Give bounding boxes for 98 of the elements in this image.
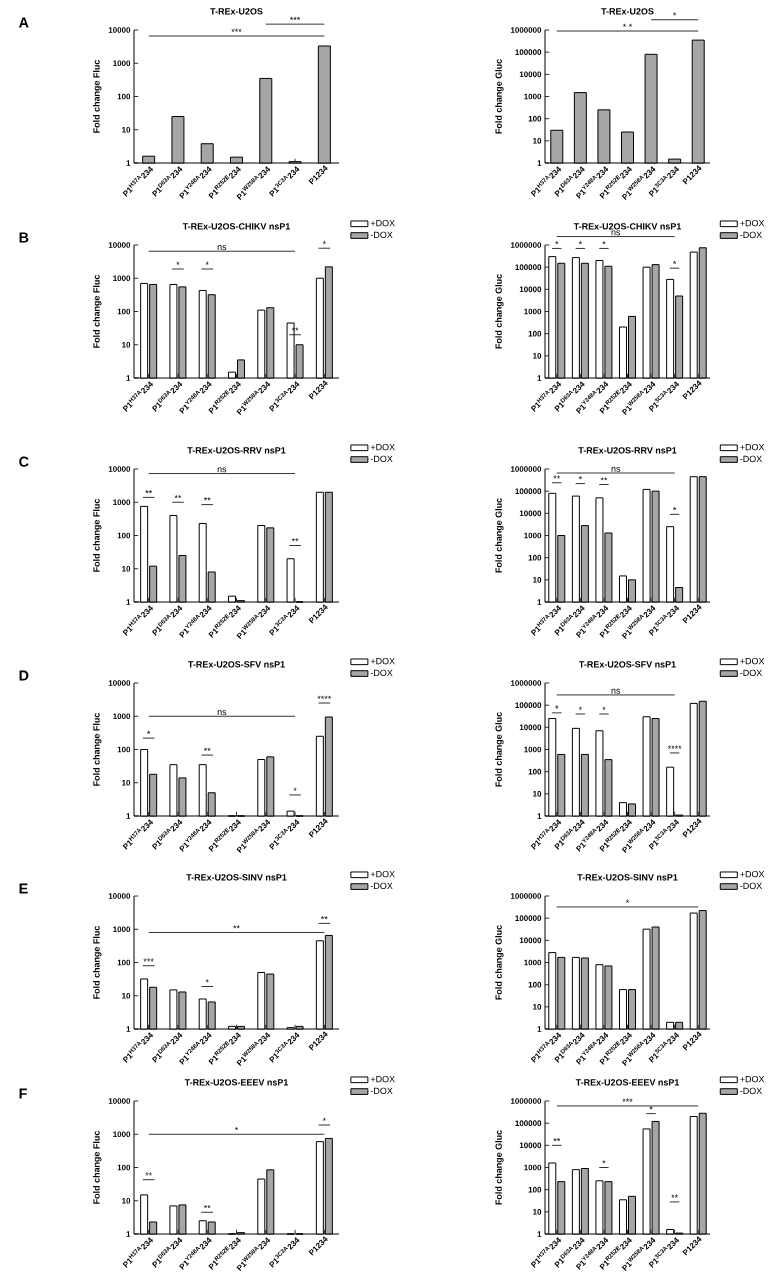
legend-label: +DOX <box>370 219 395 227</box>
annotation: *** <box>622 1098 633 1102</box>
annotation: ** <box>600 477 608 481</box>
chart-title: T-REx-U2OS-CHIKV nsP1 <box>182 223 291 230</box>
annotation: * <box>649 1106 653 1110</box>
chart-title: T-REx-U2OS-SINV nsP1 <box>577 874 678 881</box>
annotation: * <box>234 1126 239 1131</box>
y-axis-title: Fold change Fluc <box>93 925 102 999</box>
annotation: ns <box>217 245 227 251</box>
chart-title: T-REx-U2OS <box>210 8 263 15</box>
legend-label: -DOX <box>370 1087 393 1095</box>
annotation: * <box>293 787 297 791</box>
annotation: ** <box>291 538 299 542</box>
legend-label: +DOX <box>370 657 395 665</box>
y-axis-title: Fold change Fluc <box>93 1130 102 1204</box>
legend-label: -DOX <box>370 669 393 677</box>
legend-label: -DOX <box>370 882 393 890</box>
annotation: ** <box>174 494 182 499</box>
text: * <box>602 241 606 245</box>
legend-label: +DOX <box>370 1075 395 1083</box>
legend-label: +DOX <box>740 657 765 665</box>
legend-label: -DOX <box>740 882 763 890</box>
y-axis-title: Fold change Gluc <box>495 1130 504 1205</box>
annotation: ns <box>611 688 621 694</box>
legend-label: +DOX <box>740 870 765 878</box>
text: E <box>19 883 28 894</box>
annotation: * <box>205 979 209 983</box>
text: C <box>19 456 29 467</box>
annotation: **** <box>317 695 332 699</box>
annotation: **** <box>667 745 682 749</box>
annotation: ** <box>553 475 561 479</box>
annotation: ** <box>233 925 240 929</box>
y-axis-title: Fold change Fluc <box>93 498 102 572</box>
annotation: * <box>205 261 209 265</box>
legend-label: +DOX <box>740 443 765 451</box>
legend-label: +DOX <box>740 219 765 227</box>
y-axis-title: Fold change Gluc <box>495 925 504 1000</box>
text: * <box>578 241 582 245</box>
y-axis-title: Fold change Gluc <box>495 59 504 134</box>
legend-label: -DOX <box>740 455 763 463</box>
annotation: * <box>176 261 180 265</box>
text: * <box>555 241 559 245</box>
y-axis-title: Fold change Gluc <box>495 274 504 349</box>
legend-label: -DOX <box>370 231 393 239</box>
legend-label: -DOX <box>740 231 763 239</box>
y-axis-title: Fold change Gluc <box>495 498 504 573</box>
annotation: ** <box>203 1204 211 1209</box>
chart-title: T-REx-U2OS-CHIKV nsP1 <box>573 223 682 230</box>
text: ns <box>611 230 621 236</box>
legend-label: -DOX <box>740 1087 763 1095</box>
y-axis-title: Fold change Fluc <box>93 712 102 786</box>
annotation: * <box>322 1117 326 1121</box>
text: * <box>322 240 326 245</box>
text: * * <box>622 23 633 27</box>
annotation: ** <box>145 1172 152 1176</box>
legend-label: -DOX <box>740 669 763 677</box>
annotation: * <box>555 705 559 709</box>
chart-title: T-REx-U2OS-SINV nsP1 <box>186 874 287 881</box>
annotation: * <box>578 476 582 480</box>
chart-title: T-REx-U2OS-SFV nsP1 <box>579 661 676 668</box>
annotation: * <box>673 260 677 264</box>
annotation: ** <box>553 1137 561 1142</box>
y-axis-title: Fold change Fluc <box>93 274 102 348</box>
annotation: ** <box>203 747 211 751</box>
chart-title: T-REx-U2OS-SFV nsP1 <box>188 661 285 668</box>
text: *** <box>289 16 301 20</box>
legend-label: -DOX <box>370 455 393 463</box>
annotation: ** <box>321 916 328 920</box>
text: F <box>19 1088 27 1099</box>
annotation: ns <box>217 467 227 473</box>
chart-title: T-REx-U2OS-RRV nsP1 <box>187 447 286 454</box>
chart-title: T-REx-U2OS <box>601 8 654 15</box>
legend-label: +DOX <box>370 870 395 878</box>
text: B <box>19 232 29 243</box>
text: A <box>18 17 29 28</box>
annotation: ns <box>217 710 227 716</box>
text: D <box>19 670 29 681</box>
text: * <box>673 12 677 16</box>
annotation: ns <box>611 466 621 472</box>
annotation: * <box>602 1160 606 1164</box>
annotation: ** <box>291 327 299 331</box>
chart-title: T-REx-U2OS-EEEV nsP1 <box>184 1079 289 1086</box>
annotation: *** <box>143 958 154 962</box>
annotation: * <box>625 899 630 903</box>
chart-title: T-REx-U2OS-RRV nsP1 <box>578 447 677 454</box>
annotation: * <box>578 706 582 710</box>
annotation: *** <box>231 28 242 32</box>
annotation: ** <box>671 1194 678 1198</box>
legend-label: +DOX <box>370 443 395 451</box>
annotation: ** <box>203 497 211 501</box>
annotation: * <box>673 506 677 511</box>
annotation: * <box>147 730 151 734</box>
annotation: * <box>602 706 606 710</box>
y-axis-title: Fold change Fluc <box>93 59 102 133</box>
y-axis-title: Fold change Gluc <box>495 712 504 787</box>
chart-title: T-REx-U2OS-EEEV nsP1 <box>575 1079 680 1086</box>
legend-label: +DOX <box>740 1075 765 1083</box>
annotation: ** <box>145 490 152 494</box>
